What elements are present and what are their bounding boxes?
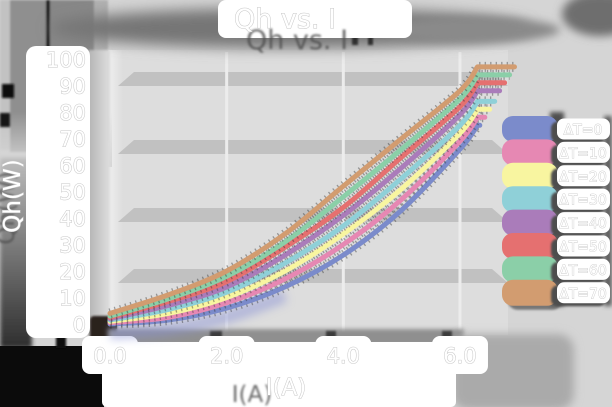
plot-area-left-sheen bbox=[108, 50, 123, 335]
vertical-gridline bbox=[341, 52, 345, 332]
x-tick-label: 4.0 bbox=[327, 344, 360, 368]
axis-titles: Qh vs. I Qh vs. I Qh(W) Qh(W) I(A) I(A) bbox=[0, 4, 348, 407]
legend-label-panel bbox=[557, 235, 610, 257]
legend-label-panel bbox=[557, 258, 610, 280]
grid-band bbox=[118, 72, 508, 86]
x-tick-label: 0.0 bbox=[93, 344, 126, 368]
grid-band bbox=[118, 208, 508, 222]
legend-label-ΔT=40: ΔT=40 bbox=[559, 216, 607, 232]
curve-ΔT=10 bbox=[107, 114, 488, 326]
legend-label-panel bbox=[557, 118, 610, 140]
y-tick-label: 40 bbox=[59, 207, 86, 231]
curve-ΔT=30 bbox=[107, 98, 498, 323]
chart-title: Qh vs. I bbox=[234, 4, 336, 35]
legend-swatch-ΔT=30 bbox=[502, 186, 558, 213]
y-tick-label: 30 bbox=[59, 234, 86, 258]
x-axis-title-shadow: I(A) bbox=[232, 382, 272, 407]
y-tick-label: 70 bbox=[59, 128, 86, 152]
legend-label-ΔT=0: ΔT=0 bbox=[564, 123, 603, 139]
x-tick-panel bbox=[82, 336, 138, 374]
legend-label-panel bbox=[557, 188, 610, 210]
y-tick-label: 10 bbox=[59, 287, 86, 311]
curve-shadow-smear bbox=[109, 289, 288, 340]
legend-swatch-ΔT=40 bbox=[502, 209, 558, 236]
plot-area bbox=[108, 50, 508, 335]
curve-ΔT=0 bbox=[107, 122, 483, 327]
y-tick-label: 60 bbox=[59, 154, 86, 178]
y-tick-label: 80 bbox=[59, 101, 86, 125]
legend-swatch-ΔT=20 bbox=[502, 162, 558, 189]
label-panels bbox=[26, 0, 488, 407]
legend-label-ΔT=30: ΔT=30 bbox=[559, 193, 607, 209]
curve-ΔT=40 bbox=[107, 88, 503, 322]
x-tick-panel bbox=[431, 336, 488, 374]
vertical-gridline bbox=[458, 52, 462, 332]
legend-swatch-ΔT=0 bbox=[502, 116, 558, 142]
y-tick-label: 100 bbox=[46, 48, 86, 72]
legend-label-panel bbox=[557, 282, 610, 304]
x-tick-panel bbox=[315, 336, 372, 374]
y-axis-title-shadow: Qh(W) bbox=[0, 171, 20, 244]
legend-label-ΔT=50: ΔT=50 bbox=[559, 240, 607, 256]
legend: ΔT=0 ΔT=10 ΔT=20 ΔT=30 ΔT=40 ΔT=50 ΔT=60 ΔT=70 bbox=[502, 112, 612, 310]
y-tick-label: 50 bbox=[59, 181, 86, 205]
series-curves bbox=[107, 61, 517, 340]
x-axis-title: I(A) bbox=[266, 375, 306, 401]
legend-label-ΔT=20: ΔT=20 bbox=[559, 169, 607, 185]
legend-swatch-ΔT=50 bbox=[502, 233, 558, 259]
y-axis-title: Qh(W) bbox=[0, 159, 26, 232]
x-tick-label: 6.0 bbox=[443, 344, 476, 368]
curve-ΔT=50 bbox=[107, 80, 508, 320]
legend-label-ΔT=70: ΔT=70 bbox=[559, 286, 607, 302]
legend-label-panel bbox=[557, 212, 610, 234]
x-tick-panel bbox=[198, 336, 255, 374]
y-tick-label: 90 bbox=[59, 75, 86, 99]
legend-edge-shadow bbox=[604, 116, 612, 306]
curve-ΔT=60 bbox=[107, 72, 513, 319]
y-tick-panel bbox=[26, 46, 90, 338]
chart-title-shadow: Qh vs. I bbox=[246, 25, 348, 56]
legend-label-panel bbox=[557, 165, 610, 187]
y-tick-label: 20 bbox=[59, 260, 86, 284]
vertical-gridline bbox=[225, 52, 229, 332]
y-tick-label: 0 bbox=[73, 313, 86, 337]
x-tick-label: 2.0 bbox=[210, 344, 243, 368]
curve-ΔT=20 bbox=[107, 106, 493, 324]
legend-label-ΔT=10: ΔT=10 bbox=[559, 146, 607, 162]
legend-swatch-ΔT=60 bbox=[502, 256, 558, 283]
curve-ΔT=70 bbox=[107, 64, 517, 316]
title-panel bbox=[218, 0, 412, 38]
legend-swatch-ΔT=10 bbox=[502, 139, 558, 166]
legend-label-panel bbox=[557, 141, 610, 163]
legend-label-ΔT=60: ΔT=60 bbox=[559, 263, 607, 279]
legend-swatch-ΔT=70 bbox=[502, 279, 558, 306]
